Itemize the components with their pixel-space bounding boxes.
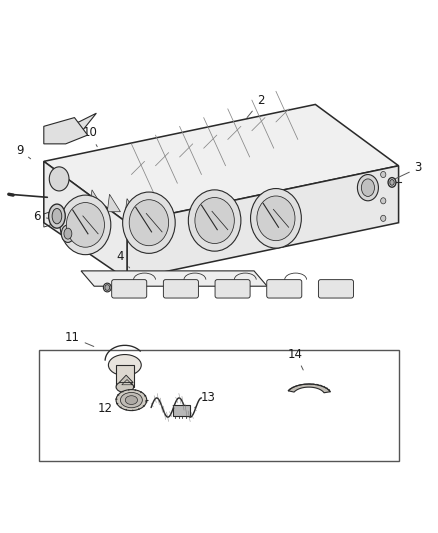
Ellipse shape xyxy=(105,285,110,290)
Text: 14: 14 xyxy=(288,348,303,370)
Polygon shape xyxy=(107,194,120,212)
Polygon shape xyxy=(44,118,88,144)
Ellipse shape xyxy=(357,174,378,201)
Ellipse shape xyxy=(60,195,111,255)
Ellipse shape xyxy=(120,392,142,408)
FancyBboxPatch shape xyxy=(267,280,302,298)
Polygon shape xyxy=(119,375,133,383)
Polygon shape xyxy=(53,113,96,140)
Polygon shape xyxy=(44,161,127,280)
Polygon shape xyxy=(127,166,399,280)
Polygon shape xyxy=(81,271,267,286)
FancyBboxPatch shape xyxy=(215,280,250,298)
Ellipse shape xyxy=(381,172,386,177)
Ellipse shape xyxy=(381,198,386,204)
Ellipse shape xyxy=(129,200,169,246)
Ellipse shape xyxy=(123,192,175,253)
Polygon shape xyxy=(90,190,103,207)
Text: 6: 6 xyxy=(33,209,52,223)
Ellipse shape xyxy=(388,177,396,187)
Ellipse shape xyxy=(103,283,111,292)
FancyBboxPatch shape xyxy=(163,280,198,298)
Bar xyxy=(39,350,399,462)
Ellipse shape xyxy=(49,167,69,191)
Text: 9: 9 xyxy=(16,144,31,159)
Polygon shape xyxy=(288,384,330,393)
Text: 2: 2 xyxy=(247,94,265,118)
Text: 11: 11 xyxy=(65,331,94,346)
Ellipse shape xyxy=(116,390,147,410)
Ellipse shape xyxy=(61,225,74,243)
Ellipse shape xyxy=(64,228,72,239)
Ellipse shape xyxy=(381,215,386,221)
Ellipse shape xyxy=(361,179,374,197)
Ellipse shape xyxy=(108,354,141,376)
Ellipse shape xyxy=(251,189,301,248)
Ellipse shape xyxy=(257,196,295,241)
Ellipse shape xyxy=(52,208,62,224)
Ellipse shape xyxy=(49,204,65,228)
Text: 12: 12 xyxy=(98,401,118,415)
Ellipse shape xyxy=(390,180,394,185)
FancyBboxPatch shape xyxy=(112,280,147,298)
FancyBboxPatch shape xyxy=(318,280,353,298)
Bar xyxy=(173,405,190,416)
Polygon shape xyxy=(125,199,138,216)
Text: 10: 10 xyxy=(82,126,97,147)
Text: 13: 13 xyxy=(195,391,215,408)
Text: 3: 3 xyxy=(390,161,422,181)
Ellipse shape xyxy=(188,190,241,251)
Ellipse shape xyxy=(195,198,234,244)
Text: 4: 4 xyxy=(117,251,130,268)
Ellipse shape xyxy=(125,395,138,405)
Ellipse shape xyxy=(67,203,104,247)
Ellipse shape xyxy=(116,382,134,392)
Polygon shape xyxy=(116,365,134,387)
Polygon shape xyxy=(44,104,399,223)
